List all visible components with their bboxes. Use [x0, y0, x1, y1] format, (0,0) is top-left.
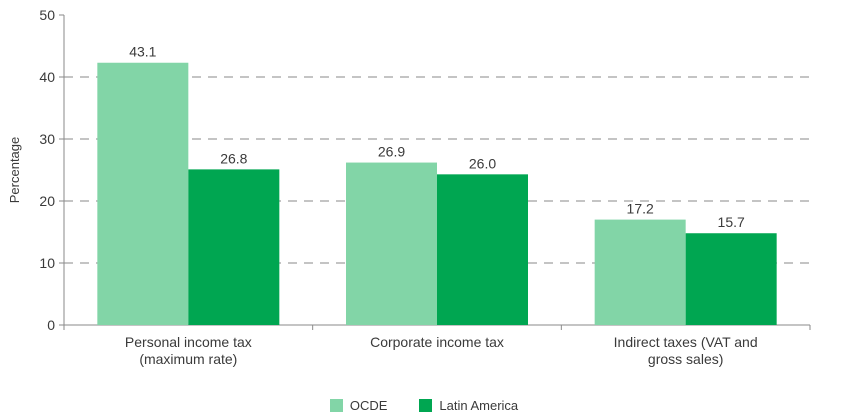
bar-latin-america-1 — [437, 174, 528, 325]
category-label-1-line-0: Corporate income tax — [370, 334, 504, 350]
bar-latin-america-0 — [188, 169, 280, 325]
legend-swatch-latin-america — [419, 399, 433, 412]
data-label-latin-america-1: 26.0 — [469, 155, 496, 171]
y-tick-label-50: 50 — [39, 7, 55, 23]
legend-swatch-ocde — [329, 399, 343, 412]
bar-ocde-1 — [346, 162, 437, 325]
y-tick-label-10: 10 — [39, 255, 55, 271]
y-tick-label-40: 40 — [39, 69, 55, 85]
y-tick-label-0: 0 — [47, 317, 55, 333]
data-label-ocde-1: 26.9 — [378, 144, 405, 160]
bar-ocde-2 — [594, 219, 686, 325]
y-tick-label-30: 30 — [39, 131, 55, 147]
y-axis-label: Percentage — [7, 137, 22, 204]
legend-item-ocde: OCDE — [329, 398, 388, 413]
category-label-0-line-0: Personal income tax — [125, 334, 252, 350]
legend-label-ocde: OCDE — [349, 398, 388, 413]
data-label-ocde-2: 17.2 — [627, 201, 654, 217]
legend-item-latin-america: Latin America — [419, 398, 518, 413]
bar-chart: 0 10 20 30 40 50 Percentage 43.1 26.8 Personal in… — [7, 7, 811, 367]
data-label-latin-america-2: 15.7 — [718, 214, 745, 230]
bar-ocde-0 — [97, 62, 189, 326]
category-label-0-line-1: (maximum rate) — [139, 351, 237, 367]
category-label-2-line-1: gross sales) — [648, 351, 723, 367]
data-label-ocde-0: 43.1 — [129, 44, 156, 60]
y-tick-label-20: 20 — [39, 193, 55, 209]
legend: OCDE Latin America — [0, 398, 848, 413]
category-label-2-line-0: Indirect taxes (VAT and — [614, 334, 758, 350]
legend-label-latin-america: Latin America — [439, 398, 519, 413]
bar-latin-america-2 — [685, 233, 777, 325]
data-label-latin-america-0: 26.8 — [220, 150, 247, 166]
